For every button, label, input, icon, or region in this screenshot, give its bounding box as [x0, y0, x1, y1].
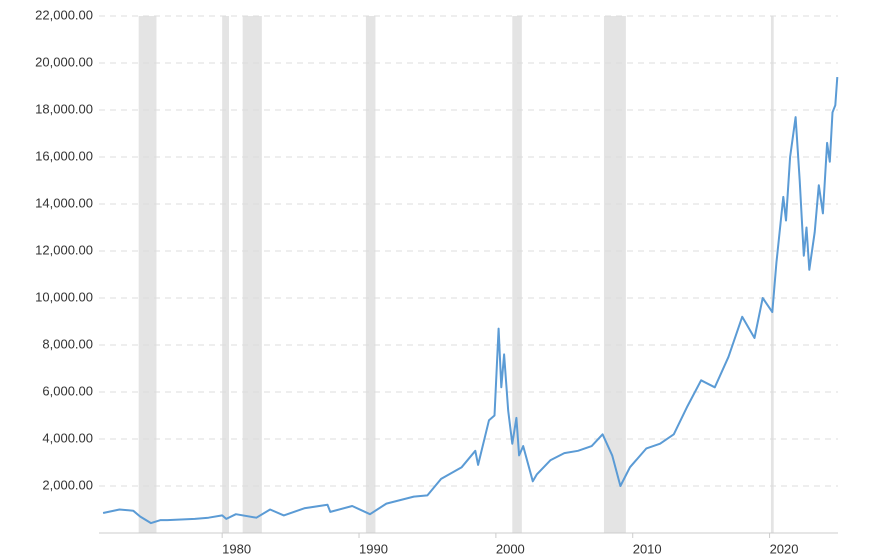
- recession-band: [138, 16, 157, 533]
- recession-band: [512, 16, 522, 533]
- y-tick-label: 8,000.00: [42, 336, 93, 351]
- x-tick-label: 2010: [633, 541, 662, 556]
- data-line: [102, 77, 839, 525]
- y-tick-label: 4,000.00: [42, 430, 93, 445]
- y-tick-label: 14,000.00: [35, 195, 93, 210]
- y-tick-label: 16,000.00: [35, 148, 93, 163]
- y-tick-label: 18,000.00: [35, 101, 93, 116]
- x-tick-label: 1980: [222, 541, 251, 556]
- y-tick-label: 22,000.00: [35, 7, 93, 22]
- x-tick-label: 1990: [359, 541, 388, 556]
- x-tick-label: 2000: [496, 541, 525, 556]
- recession-band: [365, 16, 376, 533]
- recession-band: [770, 16, 774, 533]
- y-tick-label: 10,000.00: [35, 289, 93, 304]
- y-tick-label: 2,000.00: [42, 477, 93, 492]
- y-tick-label: 6,000.00: [42, 383, 93, 398]
- recession-band: [242, 16, 262, 533]
- x-tick-label: 2020: [770, 541, 799, 556]
- y-tick-label: 20,000.00: [35, 54, 93, 69]
- y-tick-label: 12,000.00: [35, 242, 93, 257]
- recession-band: [222, 16, 230, 533]
- recession-band: [603, 16, 626, 533]
